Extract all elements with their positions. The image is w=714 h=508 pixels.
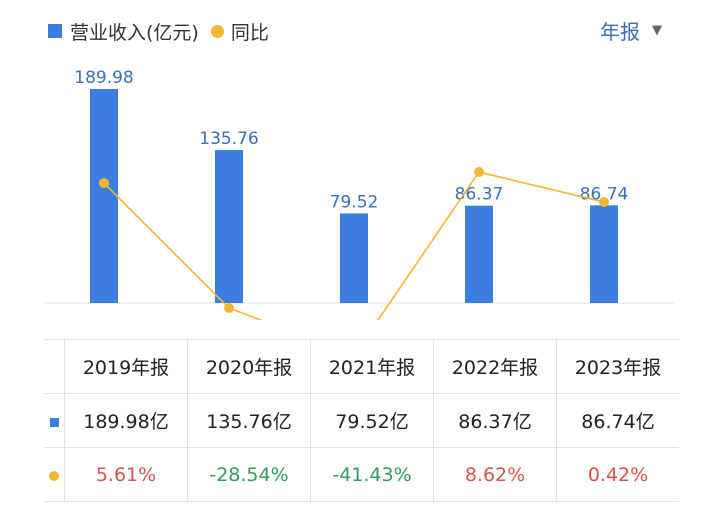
table-corner-cell [44, 339, 65, 394]
table-header-cell: 2021年报 [310, 339, 434, 394]
table-header-cell: 2019年报 [64, 339, 188, 394]
table-cell: 135.76亿 [187, 393, 311, 448]
revenue-bar [90, 89, 118, 304]
table-cell: 189.98亿 [64, 393, 188, 448]
data-table: 2019年报 2020年报 2021年报 2022年报 2023年报 189.9… [44, 339, 679, 502]
revenue-marker-icon [49, 417, 59, 427]
table-cell: 86.74亿 [556, 393, 679, 448]
table-cell: -41.43% [310, 447, 434, 502]
table-header-cell: 2022年报 [433, 339, 557, 394]
bar-value-label: 189.98 [74, 68, 133, 88]
table-cell: 86.37亿 [433, 393, 557, 448]
yoy-point [599, 197, 609, 208]
caret-down-icon: ▼ [652, 23, 662, 38]
chart-legend: 营业收入(亿元) 同比 [48, 18, 269, 44]
table-cell: -28.54% [187, 447, 311, 502]
table-header-cell: 2020年报 [187, 339, 311, 394]
yoy-point [99, 178, 109, 189]
bar-value-label: 79.52 [330, 192, 379, 212]
legend-yoy-label: 同比 [230, 21, 269, 44]
revenue-bar [215, 150, 243, 303]
legend-revenue-label: 营业收入(亿元) [70, 21, 199, 44]
period-selector-label: 年报 [600, 20, 640, 44]
table-cell: 79.52亿 [310, 393, 434, 448]
table-cell: 0.42% [556, 447, 679, 502]
period-selector[interactable]: 年报 ▼ [600, 16, 662, 45]
revenue-bar [590, 205, 618, 303]
bar-value-label: 86.37 [455, 185, 504, 205]
table-header-cell: 2023年报 [556, 339, 679, 394]
table-row-revenue: 189.98亿 135.76亿 79.52亿 86.37亿 86.74亿 [44, 393, 679, 448]
table-cell: 8.62% [433, 447, 557, 502]
table-cell: 5.61% [64, 447, 188, 502]
yoy-line [103, 171, 605, 320]
legend-yoy-swatch [210, 24, 224, 38]
revenue-bar [465, 205, 493, 303]
yoy-point [224, 303, 234, 314]
table-row-yoy: 5.61% -28.54% -41.43% 8.62% 0.42% [44, 447, 679, 502]
yoy-point [474, 167, 484, 178]
legend-revenue-swatch [48, 24, 62, 38]
bar-value-label: 135.76 [199, 129, 258, 149]
table-header-row: 2019年报 2020年报 2021年报 2022年报 2023年报 [44, 339, 679, 394]
revenue-bar [340, 213, 368, 303]
yoy-marker-icon [49, 470, 59, 481]
